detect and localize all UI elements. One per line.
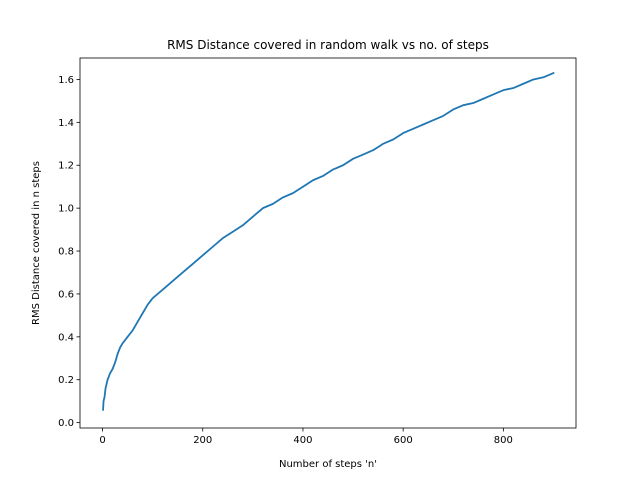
y-tick-label: 0.6	[58, 289, 74, 300]
x-tick-label: 800	[494, 435, 513, 446]
x-tick-label: 200	[193, 435, 212, 446]
y-tick-label: 0.2	[58, 375, 74, 386]
series-line	[102, 71, 555, 411]
x-tick-label: 600	[394, 435, 413, 446]
x-tick-label: 400	[293, 435, 312, 446]
plot-area-frame	[79, 57, 577, 429]
y-tick-label: 1.0	[58, 204, 74, 215]
chart-title: RMS Distance covered in random walk vs n…	[167, 38, 489, 52]
x-tick-label: 0	[99, 435, 105, 446]
y-tick-label: 1.4	[58, 118, 74, 129]
y-tick-label: 0.0	[58, 418, 74, 429]
y-tick-label: 0.8	[58, 247, 74, 258]
y-tick-label: 1.6	[58, 75, 74, 86]
y-axis-label: RMS Distance covered in n steps	[31, 161, 42, 325]
y-tick-label: 0.4	[58, 332, 74, 343]
series-layer	[102, 71, 555, 411]
y-axis-ticks: 0.0 0.2 0.4 0.6 0.8 1.0 1.2 1.4 1.6	[58, 75, 80, 429]
x-axis-label: Number of steps 'n'	[279, 459, 377, 470]
y-tick-label: 1.2	[58, 161, 74, 172]
x-axis-ticks: 0 200 400 600 800	[99, 428, 513, 446]
